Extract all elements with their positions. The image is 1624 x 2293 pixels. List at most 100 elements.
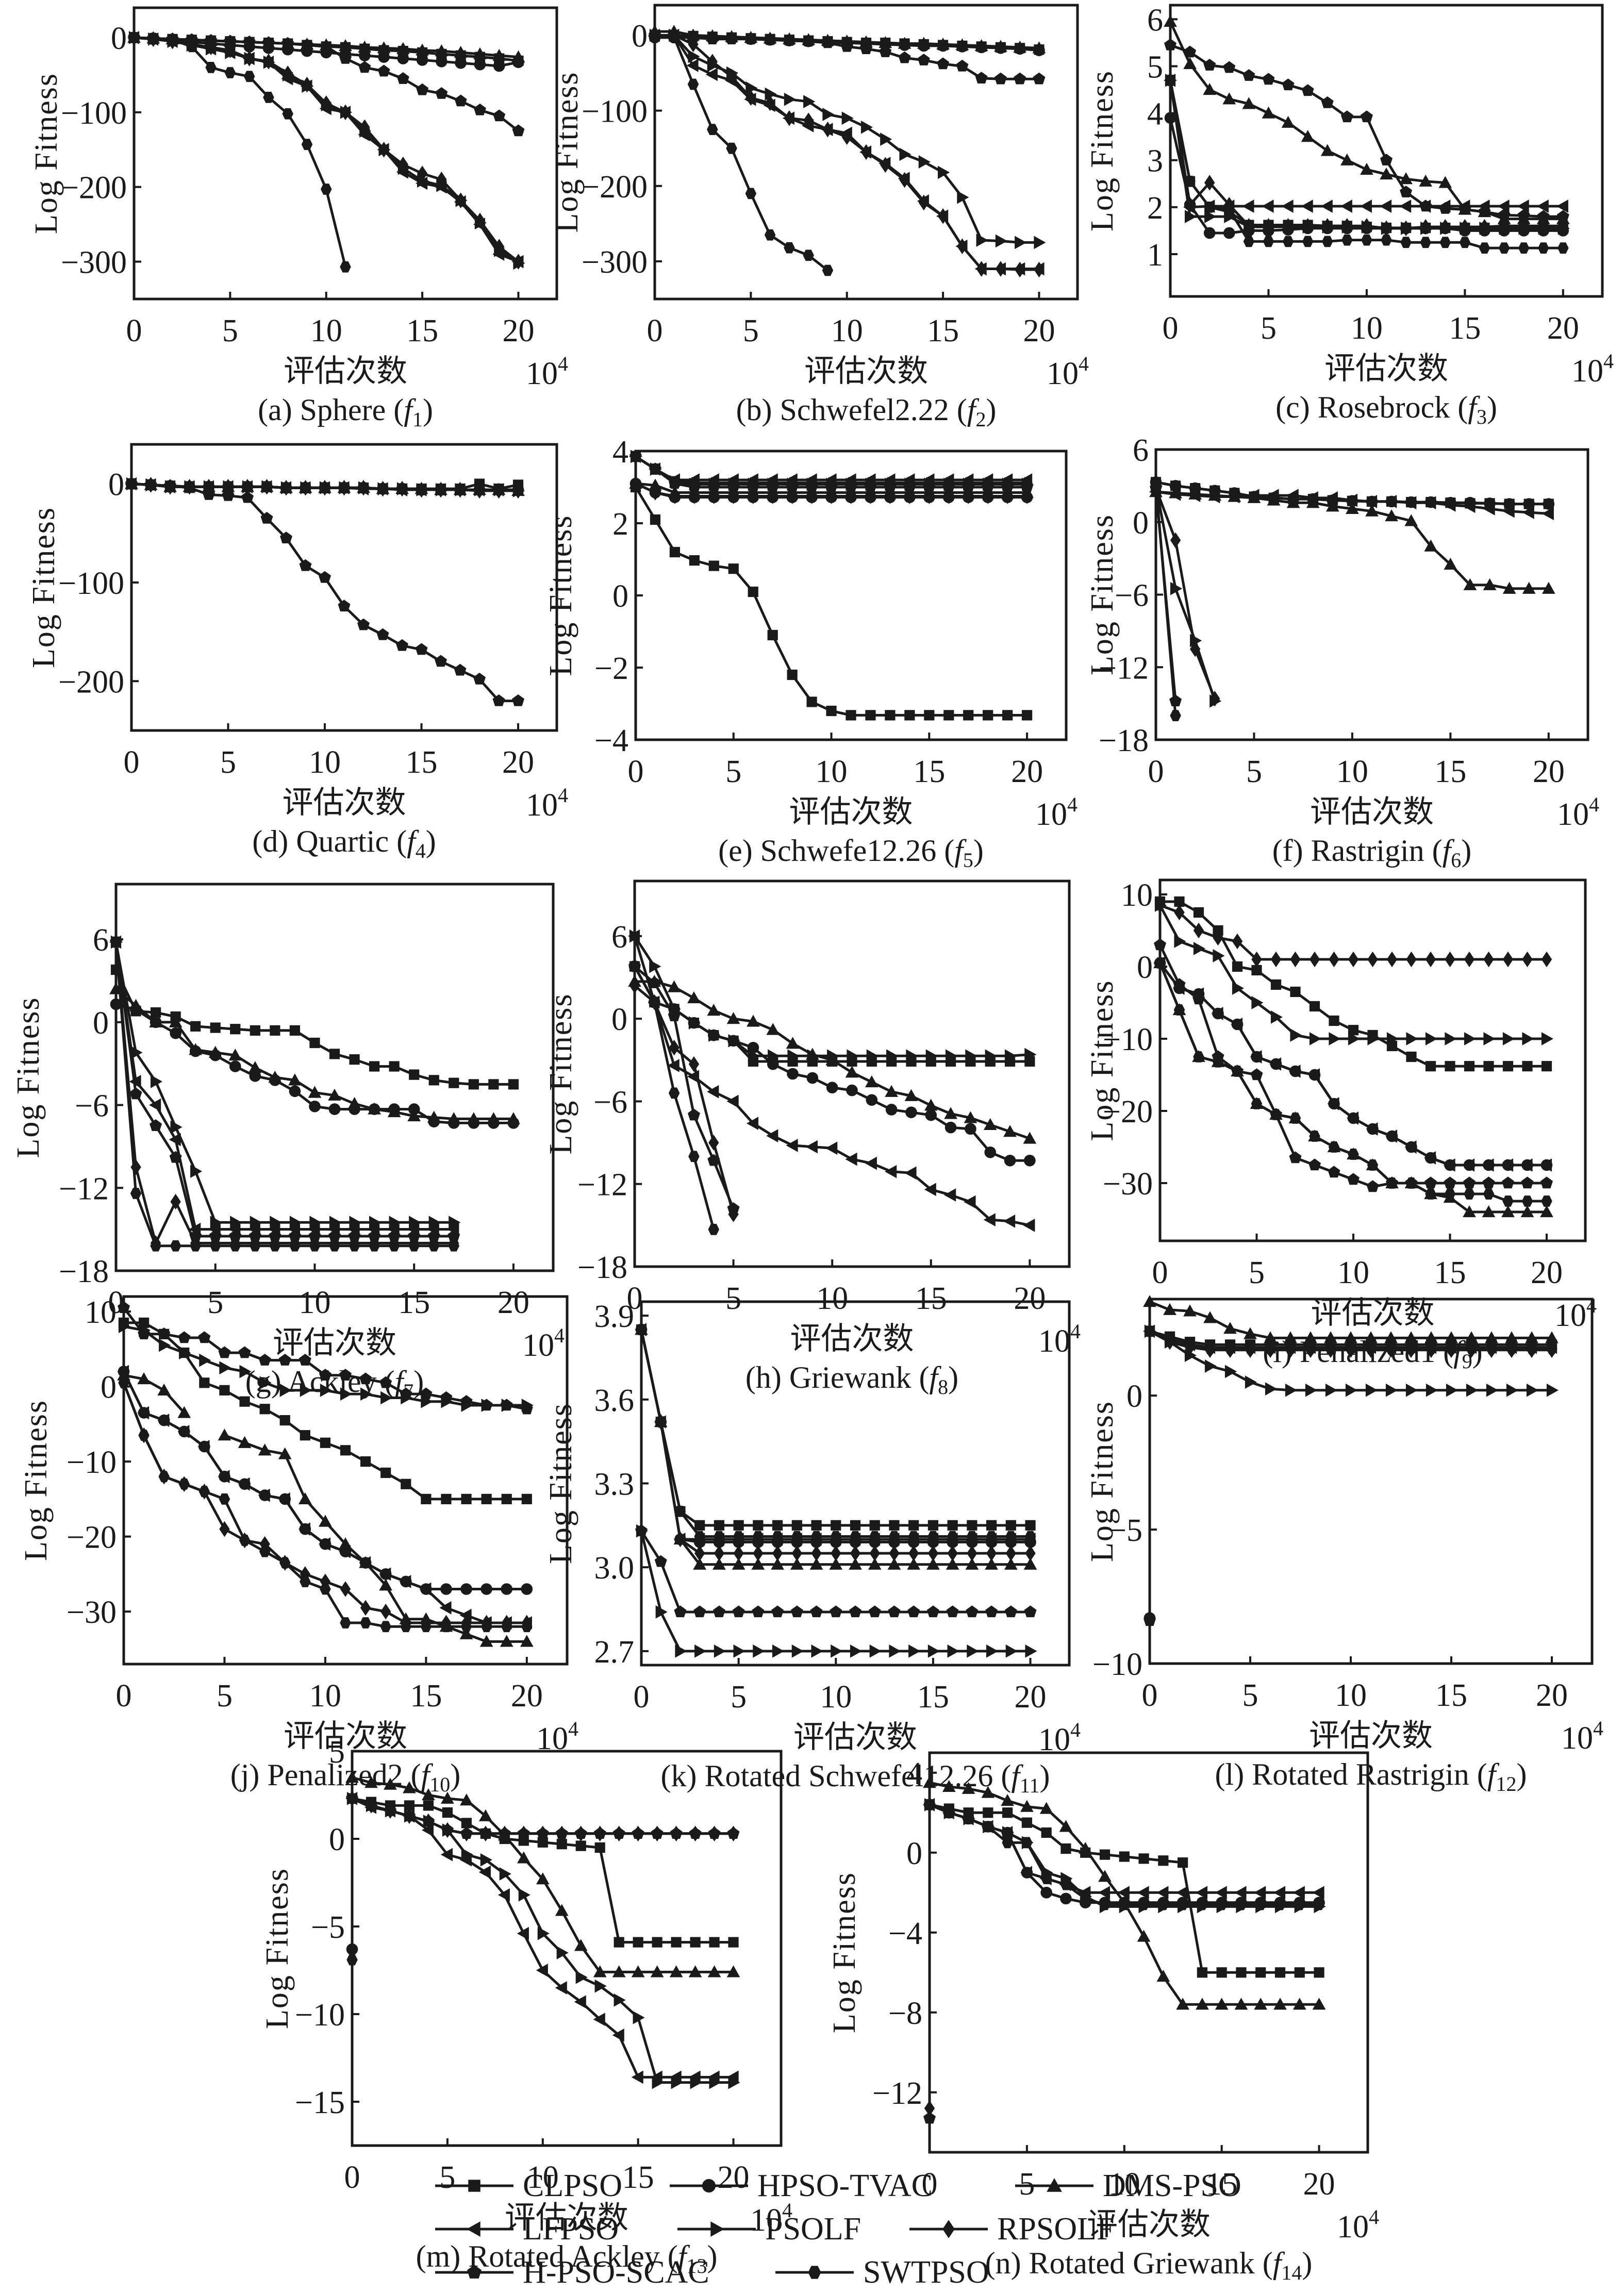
data-point xyxy=(1301,130,1315,142)
series-lfpso xyxy=(1163,73,1568,214)
data-point xyxy=(1251,951,1262,968)
legend-marker xyxy=(942,2220,955,2238)
data-point xyxy=(439,1601,452,1615)
data-point xyxy=(1405,1383,1418,1397)
x-tick-label: 10 xyxy=(1108,2167,1140,2202)
data-point xyxy=(629,977,640,994)
data-point xyxy=(1426,1343,1437,1355)
x-axis-scale: 104 xyxy=(750,2199,792,2238)
data-point xyxy=(965,1123,976,1135)
data-point xyxy=(401,1478,411,1489)
data-point xyxy=(150,1119,162,1131)
data-point xyxy=(1444,499,1456,512)
data-point xyxy=(1033,72,1046,85)
legend-item-clpso: CLPSO xyxy=(433,2165,622,2206)
data-point xyxy=(480,1399,493,1411)
x-tick-label: 0 xyxy=(116,1679,132,1714)
data-point xyxy=(831,1644,843,1658)
data-point xyxy=(1502,581,1516,594)
data-point xyxy=(714,1644,726,1658)
data-point xyxy=(963,710,974,721)
data-point xyxy=(454,94,467,107)
data-point xyxy=(574,1827,587,1839)
data-point xyxy=(1459,203,1471,215)
series-line xyxy=(134,36,519,263)
series-lfpso xyxy=(627,929,1035,1232)
data-point xyxy=(810,1605,823,1618)
x-tick-label: 15 xyxy=(1449,311,1481,346)
series-line xyxy=(114,942,454,1244)
data-point xyxy=(338,1544,351,1558)
y-tick-label: −18 xyxy=(577,1250,627,1285)
data-point xyxy=(829,1557,843,1570)
data-point xyxy=(1522,1032,1534,1045)
data-point xyxy=(1360,162,1373,175)
y-tick-label: 0 xyxy=(612,579,628,614)
data-point xyxy=(309,1100,321,1112)
x-tick-label: 5 xyxy=(1246,754,1262,789)
data-point xyxy=(670,1827,683,1839)
data-point xyxy=(1404,496,1417,510)
data-point xyxy=(957,190,969,204)
series-dms-pso xyxy=(1143,1295,1559,1343)
data-point xyxy=(707,1154,720,1166)
data-point xyxy=(1557,218,1569,234)
data-point xyxy=(937,165,950,179)
data-point xyxy=(1203,227,1216,239)
data-point xyxy=(328,1088,341,1101)
panel-g: 0 5 10 15 20 6 0 −6 −12 −18 Log Fitness 评估次数 104 (g) … xyxy=(0,856,567,1403)
data-point xyxy=(1541,1195,1552,1207)
x-axis-label: 评估次数 xyxy=(283,785,406,821)
data-point xyxy=(995,234,1007,248)
data-point xyxy=(694,1520,705,1531)
data-point xyxy=(377,483,389,495)
data-point xyxy=(320,1437,331,1448)
legend-label: PSOLF xyxy=(765,2211,861,2247)
data-point xyxy=(416,43,429,56)
data-point xyxy=(369,1216,382,1229)
x-tick-label: 0 xyxy=(126,313,142,348)
data-point xyxy=(1014,72,1026,85)
data-point xyxy=(1309,1001,1320,1012)
data-point xyxy=(1329,951,1339,968)
data-point xyxy=(360,1456,371,1467)
data-point xyxy=(923,2112,936,2124)
data-point xyxy=(1478,205,1491,218)
data-point xyxy=(1195,1886,1207,1900)
data-point xyxy=(669,488,681,504)
data-point xyxy=(228,1049,242,1061)
data-point xyxy=(250,1025,260,1036)
data-point xyxy=(811,1520,822,1531)
data-point xyxy=(250,1216,262,1229)
data-point xyxy=(449,1077,459,1088)
x-tick-label: 20 xyxy=(1547,311,1579,346)
data-point xyxy=(841,111,854,125)
x-tick-label: 0 xyxy=(627,1281,643,1316)
data-point xyxy=(239,1535,251,1546)
legend: CLPSO HPSO-TVAC DMS-PSO LFPSO PSOLF RPSOLF H-P… xyxy=(433,2155,1258,2290)
data-point xyxy=(687,991,701,1004)
data-point xyxy=(434,655,448,667)
data-point xyxy=(319,482,330,494)
data-point xyxy=(536,1827,549,1839)
data-point xyxy=(714,1520,725,1531)
x-tick-label: 20 xyxy=(1023,313,1055,348)
x-axis-label: 评估次数 xyxy=(1324,351,1448,387)
data-point xyxy=(278,1447,292,1459)
x-tick-label: 15 xyxy=(913,754,945,789)
x-tick-label: 5 xyxy=(1242,1678,1258,1713)
data-point xyxy=(1283,218,1294,234)
data-point xyxy=(512,484,524,495)
y-tick-label: 0 xyxy=(111,21,127,56)
legend-item-hpso-tvac: HPSO-TVAC xyxy=(668,2165,933,2206)
series-line xyxy=(114,942,454,1248)
x-axis-label: 评估次数 xyxy=(1309,1718,1433,1754)
data-point xyxy=(1425,1061,1436,1072)
data-point xyxy=(1305,1343,1316,1355)
data-point xyxy=(904,477,916,489)
data-point xyxy=(745,188,757,200)
data-point xyxy=(460,1827,473,1839)
data-point xyxy=(967,1545,977,1561)
y-tick-label: −2 xyxy=(594,651,628,686)
